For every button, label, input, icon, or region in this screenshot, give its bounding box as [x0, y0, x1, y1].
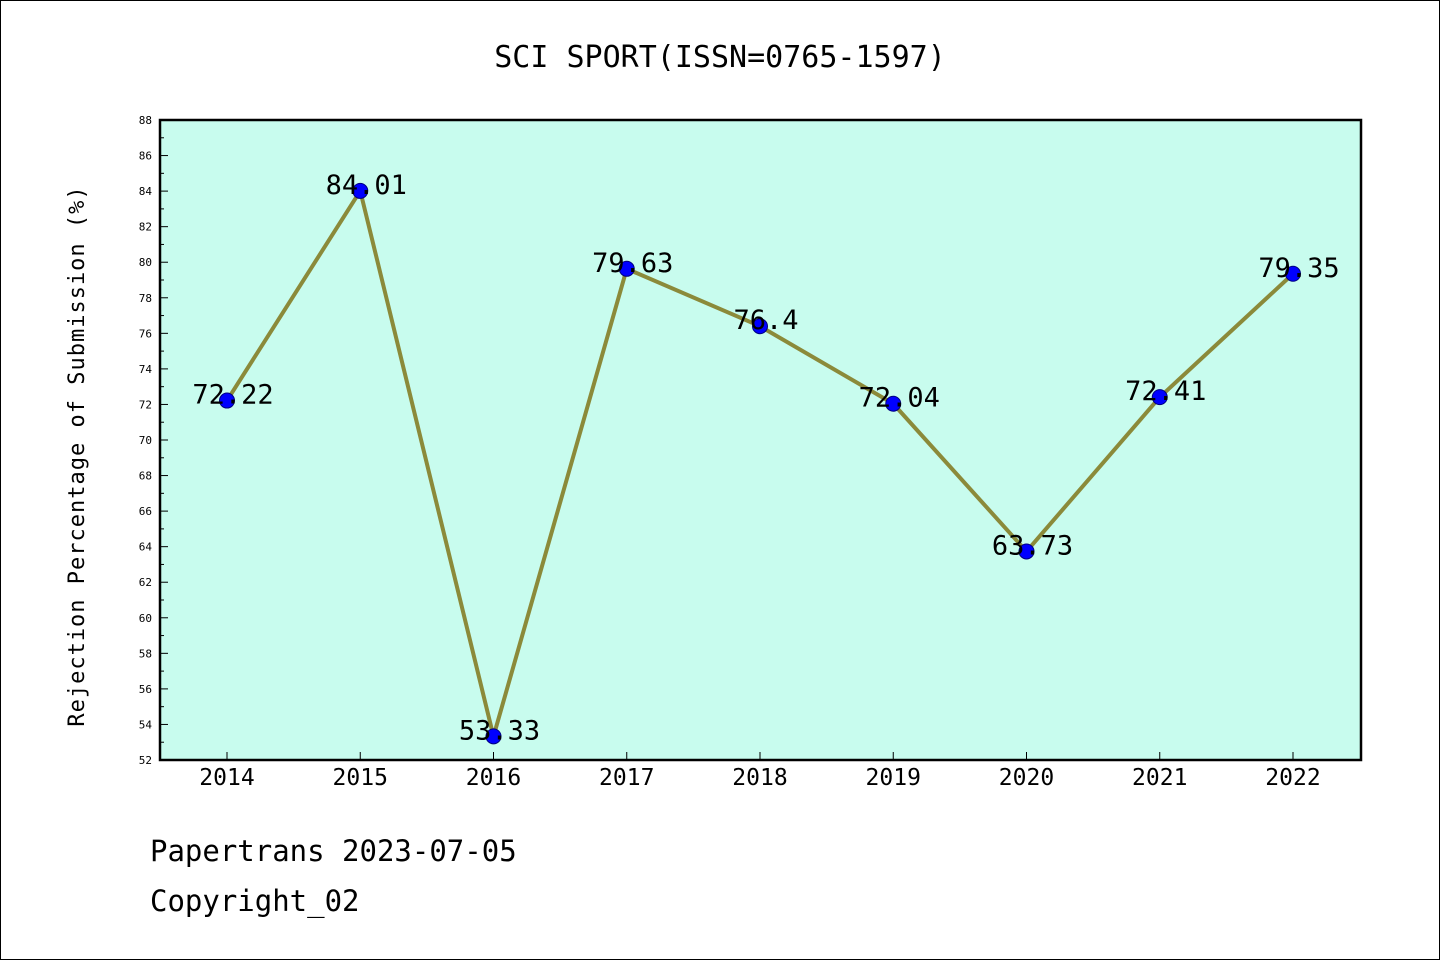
data-point [1285, 265, 1301, 282]
data-point [352, 182, 369, 199]
x-tick-label: 2015 [333, 765, 388, 791]
y-tick-label: 88 [139, 114, 152, 127]
x-tick-label: 2022 [1265, 765, 1320, 791]
x-tick-label: 2014 [199, 765, 254, 791]
data-point [618, 260, 635, 277]
x-tick-label: 2019 [866, 765, 921, 791]
x-tick-label: 2016 [466, 765, 521, 791]
y-tick-label: 64 [139, 541, 153, 554]
data-point [1151, 389, 1168, 406]
plot-border [158, 118, 1363, 762]
series-layer [219, 182, 1301, 745]
y-tick-label: 82 [139, 221, 152, 234]
x-tick-label: 2020 [999, 765, 1054, 791]
y-tick-label: 56 [139, 683, 152, 696]
data-label: 76.4 [733, 305, 798, 336]
y-tick-label: 76 [139, 327, 152, 340]
data-point [219, 392, 235, 409]
y-tick-label: 74 [139, 363, 153, 376]
x-axis: 2014 2015 2016 2017 2018 2019 2020 2021 2022 [199, 752, 1321, 791]
data-point [485, 728, 502, 745]
y-tick-label: 52 [139, 754, 152, 767]
data-labels: 72.22 84.01 53.33 79.63 76.4 72.04 63.73 72.41 7… [192, 170, 1339, 746]
data-label: 79.35 [1258, 253, 1339, 284]
x-tick-label: 2021 [1132, 765, 1187, 791]
footer-copyright: Copyright_02 [150, 884, 360, 918]
data-label: 53.33 [459, 715, 540, 746]
chart-title: SCI SPORT(ISSN=0765-1597) [494, 40, 946, 75]
y-tick-label: 58 [139, 647, 152, 660]
y-tick-label: 72 [139, 398, 152, 411]
y-tick-label: 62 [139, 576, 152, 589]
footer-source: Papertrans 2023-07-05 [150, 834, 517, 868]
data-label: 84.01 [326, 170, 407, 201]
plot-area [160, 120, 1361, 760]
x-tick-label: 2018 [732, 765, 787, 791]
y-tick-label: 78 [139, 292, 152, 305]
y-tick-label: 60 [139, 612, 152, 625]
y-tick-label: 54 [139, 718, 153, 731]
y-tick-label: 86 [139, 150, 152, 163]
y-tick-label: 70 [139, 434, 152, 447]
y-tick-label: 84 [139, 185, 153, 198]
data-label: 63.73 [992, 530, 1073, 561]
x-tick-label: 2017 [599, 765, 654, 791]
y-tick-label: 68 [139, 470, 152, 483]
y-tick-label: 66 [139, 505, 152, 518]
y-axis: 52 54 56 58 60 62 64 66 68 70 72 74 76 78 80 82 84 86 88 [139, 114, 168, 767]
data-label: 72.41 [1125, 376, 1206, 407]
data-point [752, 318, 768, 335]
data-label: 79.63 [592, 248, 673, 279]
data-label: 72.04 [859, 383, 940, 414]
data-point [1018, 543, 1035, 560]
data-label: 72.22 [192, 380, 273, 411]
y-tick-label: 80 [139, 256, 152, 269]
y-axis-label: Rejection Percentage of Submission (%) [65, 185, 90, 726]
data-point [885, 395, 902, 412]
